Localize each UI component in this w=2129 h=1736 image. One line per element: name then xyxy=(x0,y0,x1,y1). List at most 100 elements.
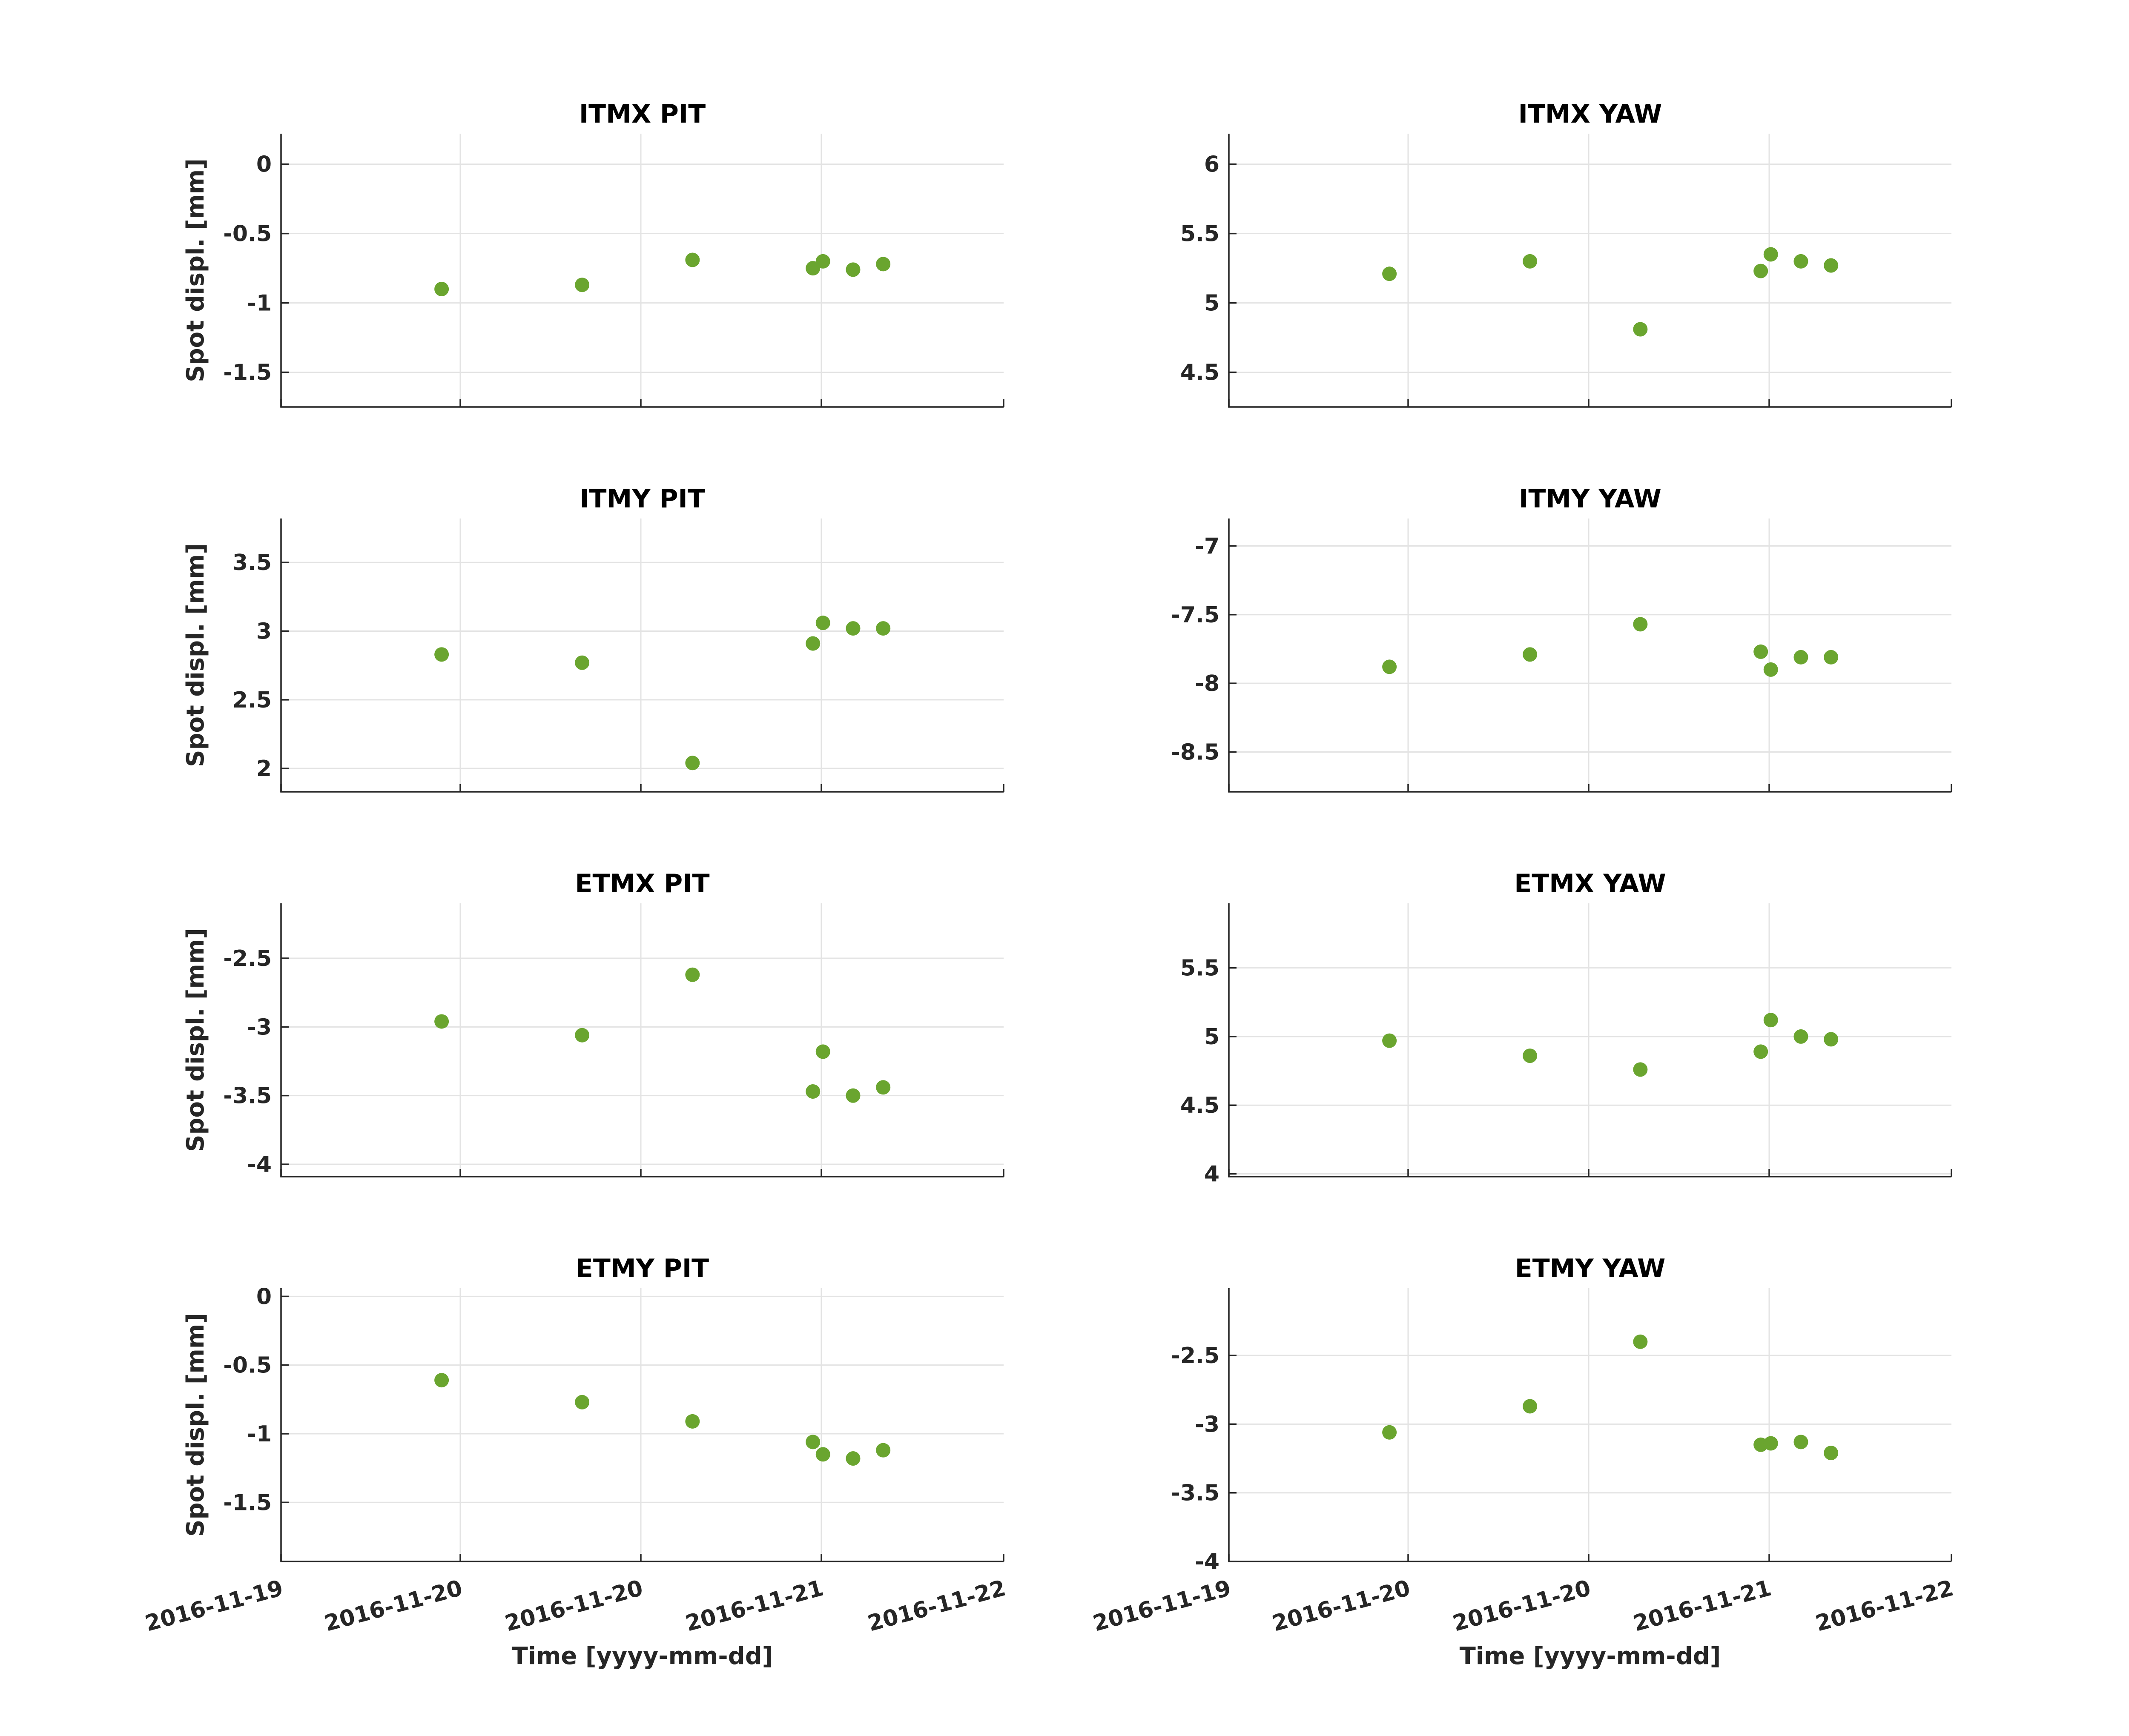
panel-etmx-yaw: 4 4.5 5 5.5 ETMX YAW xyxy=(1180,869,1952,1187)
panel-title: ETMY YAW xyxy=(1515,1254,1666,1283)
data-point xyxy=(1793,1029,1808,1044)
data-point xyxy=(1633,322,1648,337)
y-tick-label: -8.5 xyxy=(1171,739,1219,765)
axes-frame xyxy=(280,1288,1004,1562)
y-tick-label: -1.5 xyxy=(223,1490,272,1515)
data-point xyxy=(1753,1044,1768,1059)
data-point xyxy=(876,1080,891,1095)
y-tick-label: -2.5 xyxy=(1171,1343,1219,1369)
y-axis-label: Spot displ. [mm] xyxy=(182,158,209,382)
x-tick-label: 2016-11-19 xyxy=(1090,1576,1234,1637)
y-tick-label: -8 xyxy=(1195,671,1219,696)
data-point xyxy=(1523,1399,1538,1414)
data-point xyxy=(685,756,700,771)
panel-title: ITMY YAW xyxy=(1519,484,1661,514)
data-point xyxy=(1382,1033,1397,1048)
data-point xyxy=(1382,659,1397,674)
data-point xyxy=(1753,644,1768,659)
data-point xyxy=(575,1028,590,1043)
panel-itmx-yaw: 4.5 5 5.5 6 ITMX YAW xyxy=(1180,99,1952,408)
panel-title: ITMY PIT xyxy=(580,484,705,514)
y-tick-label: 5 xyxy=(1204,1024,1219,1050)
panel-etmy-pit: -1.5 -1 -0.5 0 ETMY PIT Spot displ. [mm] 2016-… xyxy=(143,1254,1009,1670)
data-point xyxy=(815,1044,830,1059)
x-tick-label: 2016-11-20 xyxy=(502,1576,646,1637)
data-point xyxy=(685,967,700,982)
y-tick-label: -3.5 xyxy=(223,1083,272,1109)
panel-title: ETMY PIT xyxy=(576,1254,709,1283)
panel-title: ITMX PIT xyxy=(579,99,706,129)
data-point xyxy=(685,1414,700,1429)
y-axis-label: Spot displ. [mm] xyxy=(182,1313,209,1537)
y-tick-label: -0.5 xyxy=(223,1353,272,1378)
data-point xyxy=(1633,617,1648,632)
data-point xyxy=(1523,1048,1538,1063)
x-tick-label: 2016-11-20 xyxy=(1450,1576,1594,1637)
data-point xyxy=(434,647,449,662)
y-tick-label: -3 xyxy=(1195,1412,1219,1437)
data-point xyxy=(434,1373,449,1388)
y-tick-label: 6 xyxy=(1204,152,1219,178)
data-point xyxy=(806,636,821,651)
data-point xyxy=(1793,1435,1808,1450)
y-tick-label: 0 xyxy=(256,152,272,178)
data-point xyxy=(815,254,830,269)
axes-frame xyxy=(280,134,1004,408)
data-point xyxy=(876,621,891,636)
y-tick-label: -4 xyxy=(247,1152,272,1177)
panel-etmx-pit: -4 -3.5 -3 -2.5 ETMX PIT Spot displ. [mm] xyxy=(182,869,1004,1177)
axes-frame xyxy=(1228,134,1951,408)
x-tick-label: 2016-11-22 xyxy=(865,1576,1009,1637)
y-tick-label: 4.5 xyxy=(1180,360,1219,386)
x-tick-label: 2016-11-20 xyxy=(1270,1576,1413,1637)
data-point xyxy=(1824,650,1839,665)
x-tick-label: 2016-11-22 xyxy=(1813,1576,1957,1637)
data-point xyxy=(575,655,590,670)
data-point xyxy=(1382,1425,1397,1440)
data-point xyxy=(1824,1446,1839,1461)
data-point xyxy=(876,257,891,272)
panel-itmx-pit: -1.5 -1 -0.5 0 ITMX PIT Spot displ. [mm] xyxy=(182,99,1004,408)
panel-title: ETMX YAW xyxy=(1514,869,1666,899)
data-point xyxy=(1824,258,1839,273)
y-tick-label: 5.5 xyxy=(1180,221,1219,247)
y-tick-label: 4.5 xyxy=(1180,1093,1219,1118)
data-point xyxy=(1793,254,1808,269)
panel-etmy-yaw: -4 -3.5 -3 -2.5 ETMY YAW 2016-11-19 2016-11-20… xyxy=(1090,1254,1957,1670)
y-tick-label: -1 xyxy=(247,291,272,316)
y-tick-label: -7.5 xyxy=(1171,602,1219,628)
y-tick-label: 3 xyxy=(256,619,272,645)
data-point xyxy=(876,1443,891,1458)
x-axis-label: Time [yyyy-mm-dd] xyxy=(512,1642,773,1670)
axes-frame xyxy=(280,903,1004,1177)
y-tick-label: -1.5 xyxy=(223,360,272,386)
data-point xyxy=(1824,1032,1839,1047)
y-tick-label: 3.5 xyxy=(232,550,272,576)
y-tick-label: 5 xyxy=(1204,291,1219,316)
data-point xyxy=(806,1084,821,1099)
y-tick-label: -0.5 xyxy=(223,221,272,247)
x-axis-label: Time [yyyy-mm-dd] xyxy=(1460,1642,1721,1670)
y-tick-label: 2 xyxy=(256,756,272,782)
panel-itmy-yaw: -8.5 -8 -7.5 -7 ITMY YAW xyxy=(1171,484,1952,793)
x-tick-label: 2016-11-20 xyxy=(322,1576,465,1637)
data-point xyxy=(815,1447,830,1462)
panel-itmy-pit: 2 2.5 3 3.5 ITMY PIT Spot displ. [mm] xyxy=(182,484,1004,793)
data-point xyxy=(434,1014,449,1029)
data-point xyxy=(1523,647,1538,662)
x-tick-label: 2016-11-21 xyxy=(683,1576,826,1637)
data-point xyxy=(575,278,590,292)
data-point xyxy=(1523,254,1538,269)
data-point xyxy=(1763,1436,1778,1451)
axes-frame xyxy=(1228,1288,1951,1562)
data-point xyxy=(815,616,830,630)
x-tick-label: 2016-11-21 xyxy=(1631,1576,1774,1637)
y-tick-label: 5.5 xyxy=(1180,956,1219,981)
data-point xyxy=(1753,264,1768,278)
axes-frame xyxy=(1228,903,1951,1177)
x-tick-label: 2016-11-19 xyxy=(143,1576,286,1637)
data-point xyxy=(846,1088,861,1103)
data-point xyxy=(685,252,700,267)
y-tick-label: -3 xyxy=(247,1014,272,1040)
